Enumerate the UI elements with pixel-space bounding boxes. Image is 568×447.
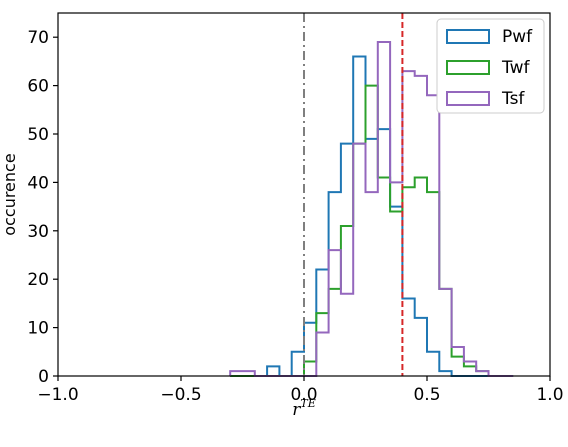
x-axis-ticks: −1.0 −0.5 0.0 0.5 1.0 bbox=[37, 376, 564, 405]
x-tick-label: 0.0 bbox=[290, 385, 317, 405]
y-axis-label: occurence bbox=[0, 153, 19, 235]
y-tick-label: 20 bbox=[27, 270, 49, 290]
y-tick-label: 10 bbox=[27, 319, 49, 339]
x-tick-label: −1.0 bbox=[37, 385, 78, 405]
legend-swatch-tsf bbox=[446, 91, 490, 106]
y-tick-label: 70 bbox=[27, 28, 49, 48]
x-tick-label: 0.5 bbox=[413, 385, 440, 405]
x-tick-label: −0.5 bbox=[160, 385, 201, 405]
legend-swatch-pwf bbox=[446, 29, 490, 44]
y-tick-label: 60 bbox=[27, 77, 49, 97]
y-axis-ticks: 0 10 20 30 40 50 60 70 bbox=[27, 28, 58, 387]
x-axis-label-base: r bbox=[292, 400, 301, 420]
legend-label-pwf: Pwf bbox=[502, 27, 533, 47]
legend-label-twf: Twf bbox=[501, 58, 530, 78]
legend-swatch-twf bbox=[446, 60, 490, 75]
y-tick-label: 50 bbox=[27, 125, 49, 145]
legend: Pwf Twf Tsf bbox=[436, 18, 545, 114]
x-axis-label: rTE bbox=[292, 397, 316, 420]
y-tick-label: 30 bbox=[27, 222, 49, 242]
x-tick-label: 1.0 bbox=[536, 385, 563, 405]
legend-label-tsf: Tsf bbox=[501, 89, 525, 109]
x-axis-label-superscript: TE bbox=[300, 397, 315, 410]
reference-lines bbox=[303, 13, 404, 376]
y-tick-label: 40 bbox=[27, 173, 49, 193]
y-tick-label: 0 bbox=[38, 367, 49, 387]
